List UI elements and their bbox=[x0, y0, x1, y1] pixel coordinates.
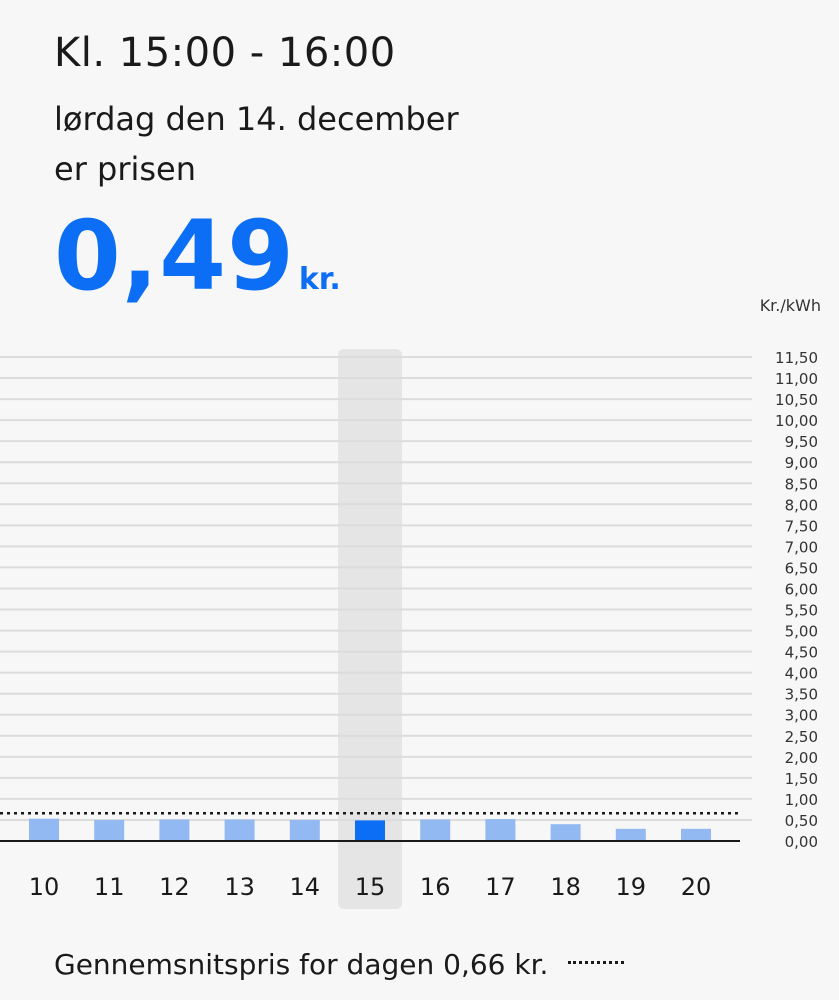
x-tick-label[interactable]: 15 bbox=[355, 873, 386, 901]
x-tick-label[interactable]: 16 bbox=[420, 873, 451, 901]
bar[interactable] bbox=[224, 819, 255, 841]
y-tick-label: 5,00 bbox=[785, 623, 818, 641]
y-tick-label: 2,00 bbox=[785, 749, 818, 767]
average-line-icon bbox=[568, 961, 625, 964]
y-tick-label: 5,50 bbox=[785, 602, 818, 620]
y-tick-label: 7,50 bbox=[785, 517, 818, 535]
y-tick-label: 4,00 bbox=[785, 665, 818, 683]
price-intro-label: er prisen bbox=[54, 150, 197, 188]
y-tick-label: 6,50 bbox=[785, 559, 818, 577]
y-tick-label: 11,50 bbox=[775, 349, 818, 367]
date-label: lørdag den 14. december bbox=[54, 100, 459, 138]
y-tick-label: 9,50 bbox=[785, 433, 818, 451]
bar[interactable] bbox=[681, 828, 711, 841]
bar[interactable] bbox=[615, 828, 646, 841]
x-tick-label[interactable]: 17 bbox=[485, 873, 516, 901]
bar[interactable] bbox=[289, 819, 320, 841]
bar-selected[interactable] bbox=[355, 820, 385, 841]
x-tick-label[interactable]: 12 bbox=[159, 873, 190, 901]
bar[interactable] bbox=[94, 819, 125, 841]
current-price: 0,49 kr. bbox=[54, 200, 341, 312]
x-tick-label[interactable]: 13 bbox=[224, 873, 255, 901]
y-tick-label: 11,00 bbox=[775, 370, 818, 388]
y-tick-label: 10,00 bbox=[775, 412, 818, 430]
y-tick-label: 2,50 bbox=[785, 728, 818, 746]
price-bar-chart[interactable]: 0,00 0,50 1,00 1,50 2,00 2,50 3,00 3,50 4,00 4,50… bbox=[0, 0, 839, 940]
y-tick-label: 9,00 bbox=[785, 454, 818, 472]
y-axis-unit-label: Kr./kWh bbox=[759, 296, 821, 315]
bar[interactable] bbox=[550, 824, 581, 841]
time-range-title: Kl. 15:00 - 16:00 bbox=[54, 30, 396, 76]
y-tick-label: 3,00 bbox=[785, 707, 818, 725]
y-tick-label: 7,00 bbox=[785, 538, 818, 556]
y-tick-label: 1,50 bbox=[785, 770, 818, 788]
y-tick-label: 1,00 bbox=[785, 791, 818, 809]
y-tick-label: 8,00 bbox=[785, 496, 818, 514]
bar[interactable] bbox=[485, 819, 516, 841]
average-price-legend-text: Gennemsnitspris for dagen 0,66 kr. bbox=[54, 948, 549, 981]
bar[interactable] bbox=[420, 819, 451, 841]
y-tick-label: 8,50 bbox=[785, 475, 818, 493]
bar[interactable] bbox=[29, 818, 59, 841]
y-tick-label: 0,00 bbox=[785, 833, 818, 851]
average-price-legend: Gennemsnitspris for dagen 0,66 kr. bbox=[54, 948, 625, 981]
x-tick-label[interactable]: 11 bbox=[94, 873, 125, 901]
x-tick-label[interactable]: 10 bbox=[29, 873, 60, 901]
y-tick-label: 3,50 bbox=[785, 686, 818, 704]
y-tick-label: 0,50 bbox=[785, 812, 818, 830]
y-tick-label: 4,50 bbox=[785, 644, 818, 662]
y-tick-label: 6,00 bbox=[785, 580, 818, 598]
x-tick-label[interactable]: 19 bbox=[616, 873, 647, 901]
y-tick-label: 10,50 bbox=[775, 391, 818, 409]
price-value: 0,49 bbox=[54, 200, 295, 312]
selected-hour-highlight bbox=[338, 349, 402, 909]
x-tick-label[interactable]: 14 bbox=[290, 873, 321, 901]
price-unit: kr. bbox=[298, 262, 341, 297]
x-tick-label[interactable]: 20 bbox=[681, 873, 712, 901]
x-tick-label[interactable]: 18 bbox=[550, 873, 581, 901]
bar[interactable] bbox=[159, 819, 190, 841]
